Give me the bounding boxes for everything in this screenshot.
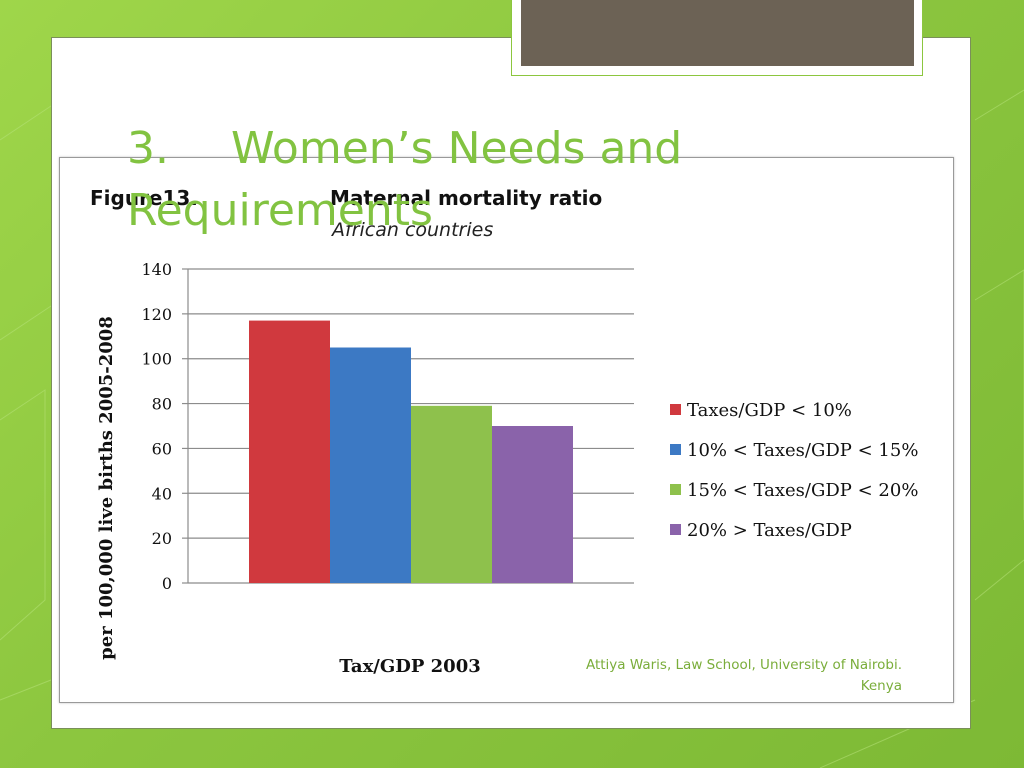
legend-swatch-2 [670,444,681,455]
chart-figure: Figure13. Maternal mortality ratio Afric… [59,157,954,703]
legend-label-2: 10% < Taxes/GDP < 15% [687,440,918,461]
legend-label-1: Taxes/GDP < 10% [687,400,852,421]
legend-swatch-3 [670,484,681,495]
header-tab [521,0,914,66]
figure-label: Figure13. [90,186,198,210]
y-tick-label: 140 [141,260,172,279]
y-tick-label: 20 [152,529,172,548]
legend-swatch-4 [670,524,681,535]
chart-subtitle: African countries [330,219,493,241]
y-tick-label: 40 [152,484,172,503]
slide-title-number: 3. [127,123,169,174]
legend-swatch-1 [670,404,681,415]
legend-label-4: 20% > Taxes/GDP [687,520,852,541]
bar-chart: Figure13. Maternal mortality ratio Afric… [90,186,918,677]
slide-title-text: Women’s Needs and Requirements [127,123,683,236]
y-tick-label: 100 [141,350,172,369]
slide-footer: Attiya Waris, Law School, University of … [585,657,902,694]
y-tick-label: 0 [162,574,172,593]
bar-2 [330,347,411,583]
bar-4 [492,426,573,583]
slide-title: 3. Women’s Needs and Requirements [127,118,827,242]
y-tick-label: 80 [152,395,172,414]
bar-1 [249,320,330,583]
y-axis-label: per 100,000 live births 2005-2008 [96,316,117,660]
y-tick-label: 60 [152,439,172,458]
bar-3 [411,405,492,583]
x-axis-label: Tax/GDP 2003 [339,656,481,677]
chart-title: Maternal mortality ratio [330,186,602,210]
legend-label-3: 15% < Taxes/GDP < 20% [687,480,918,501]
y-tick-label: 120 [141,305,172,324]
